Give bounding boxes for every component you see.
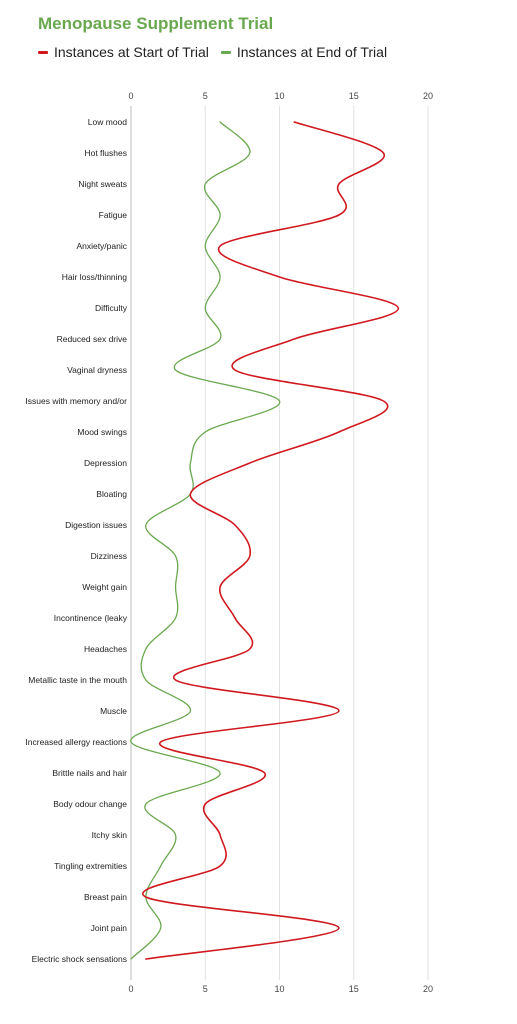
category-label: Issues with memory and/or [25,396,127,406]
legend-swatch-start [38,50,48,54]
legend-item-start: Instances at Start of Trial [38,44,209,60]
category-label: Brittle nails and hair [52,768,127,778]
category-label: Weight gain [82,582,127,592]
category-label: Low mood [88,117,127,127]
category-label: Metallic taste in the mouth [28,675,127,685]
category-label: Tingling extremities [54,861,127,871]
category-label: Hair loss/thinning [62,272,127,282]
category-label: Bloating [96,489,127,499]
category-label: Hot flushes [84,148,127,158]
category-label: Incontinence (leaky [54,613,128,623]
x-tick-label-top-10: 10 [274,91,284,101]
legend-item-end: Instances at End of Trial [220,44,388,60]
x-tick-label-bottom-20: 20 [423,984,433,994]
category-label: Vaginal dryness [67,365,127,375]
x-tick-label-top-15: 15 [349,91,359,101]
category-label: Headaches [84,644,127,654]
legend-label-end: Instances at End of Trial [236,44,388,60]
category-label: Electric shock sensations [32,954,127,964]
x-tick-label-top-20: 20 [423,91,433,101]
category-label: Increased allergy reactions [25,737,127,747]
category-label: Dizziness [91,551,127,561]
series-line-start-of-trial [142,121,400,960]
category-label: Body odour change [53,799,127,809]
x-tick-label-bottom-10: 10 [274,984,284,994]
category-label: Fatigue [99,210,128,220]
category-label: Night sweats [78,179,127,189]
x-tick-label-bottom-15: 15 [349,984,359,994]
category-label: Depression [84,458,127,468]
category-label: Difficulty [95,303,128,313]
legend-label-start: Instances at Start of Trial [54,44,209,60]
chart-title: Menopause Supplement Trial [38,14,274,33]
category-label: Anxiety/panic [76,241,127,251]
category-label: Mood swings [77,427,127,437]
x-tick-label-bottom-0: 0 [128,984,133,994]
x-tick-label-top-0: 0 [128,91,133,101]
x-tick-label-bottom-5: 5 [203,984,208,994]
category-label: Digestion issues [65,520,127,530]
category-label: Itchy skin [92,830,128,840]
x-tick-label-top-5: 5 [203,91,208,101]
category-label: Breast pain [84,892,127,902]
legend-swatch-end [220,50,231,54]
series-line-end-of-trial [130,121,281,960]
legend: Instances at Start of Trial Instances at… [38,44,399,60]
category-label: Muscle [100,706,127,716]
category-label: Reduced sex drive [57,334,128,344]
category-label: Joint pain [91,923,128,933]
